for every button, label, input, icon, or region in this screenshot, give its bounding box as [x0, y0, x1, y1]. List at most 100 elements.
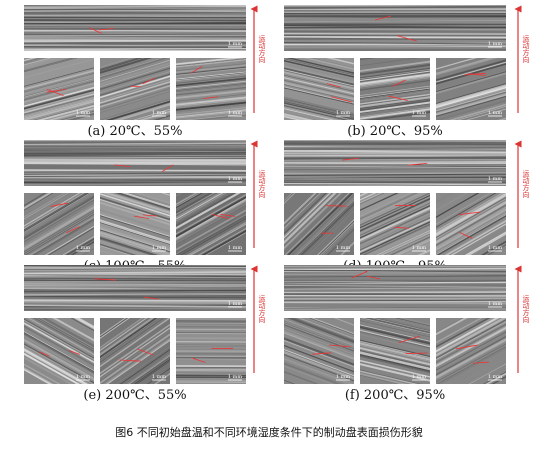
wear-streak: [24, 58, 47, 65]
scale-bar-label: 1 mm: [488, 41, 503, 47]
wear-streak: [100, 221, 170, 245]
wear-streak: [287, 193, 354, 255]
wear-streak: [436, 320, 506, 360]
wear-streak: [176, 109, 246, 118]
wear-streak: [24, 279, 246, 282]
wear-streak: [24, 10, 246, 12]
wear-streak: [284, 59, 354, 78]
wear-streak: [100, 79, 170, 102]
wear-streak: [360, 195, 430, 228]
wear-streak: [24, 193, 75, 224]
wear-streak: [176, 332, 246, 335]
wear-streak: [360, 106, 430, 118]
wear-streak: [24, 356, 74, 384]
wear-streak: [176, 198, 246, 240]
wear-streak: [360, 93, 430, 105]
wear-streak: [176, 348, 246, 350]
wear-streak: [284, 337, 354, 367]
wear-streak: [360, 350, 430, 368]
wear-streak: [24, 163, 246, 166]
wear-streak: [176, 337, 246, 340]
wear-streak: [24, 343, 94, 384]
wear-streak: [176, 193, 183, 197]
wear-streak: [100, 65, 170, 88]
wear-streak: [24, 319, 94, 361]
wear-streak: [176, 321, 246, 323]
wear-streak: [284, 269, 506, 273]
wear-streak: [284, 105, 348, 120]
wear-streak: [24, 14, 246, 18]
wear-streak: [284, 11, 506, 13]
wear-streak: [176, 111, 246, 120]
wear-streak: [24, 287, 246, 291]
wear-streak: [440, 101, 506, 120]
wear-streak: [284, 154, 506, 156]
wear-streak: [436, 212, 506, 254]
wear-streak: [284, 193, 317, 225]
wear-streak: [44, 225, 94, 255]
wear-streak: [24, 82, 94, 103]
wear-streak: [176, 107, 246, 117]
wear-streak: [436, 318, 506, 357]
wear-streak: [284, 86, 354, 105]
wear-streak: [100, 64, 170, 88]
wear-streak: [360, 343, 430, 361]
micrograph: 1 mm: [360, 193, 430, 255]
wear-streak: [24, 39, 246, 43]
wear-streak: [284, 114, 309, 120]
wear-streak: [100, 323, 170, 375]
wear-streak: [299, 201, 354, 255]
wear-streak: [176, 63, 246, 72]
wear-streak: [293, 196, 354, 255]
wear-streak: [24, 271, 246, 275]
wear-streak: [113, 103, 170, 120]
wear-streak: [62, 236, 94, 255]
wear-streak: [304, 206, 354, 255]
wear-streak: [24, 58, 58, 67]
wear-streak: [102, 336, 170, 384]
wear-streak: [284, 371, 319, 384]
wear-streak: [24, 86, 94, 107]
wear-streak: [360, 193, 369, 197]
wear-streak: [100, 62, 170, 86]
wear-streak: [176, 66, 246, 76]
wear-streak: [466, 362, 506, 384]
wear-streak: [176, 193, 241, 230]
wear-streak: [24, 69, 94, 91]
micrograph: 1 mm: [436, 318, 506, 384]
wear-streak: [113, 193, 170, 211]
wear-streak: [176, 332, 246, 334]
wear-streak: [24, 193, 67, 219]
panel-label: (a) 20℃、55%: [87, 124, 182, 139]
wear-streak: [176, 193, 244, 232]
wear-streak: [100, 318, 132, 340]
wear-streak: [284, 12, 506, 15]
annotation-arrow: [342, 157, 360, 161]
wear-streak: [436, 207, 506, 249]
wear-streak: [284, 193, 327, 235]
wear-streak: [360, 98, 430, 109]
wear-streak: [284, 69, 354, 89]
wear-streak: [176, 376, 246, 379]
wear-streak: [24, 158, 246, 161]
annotation-arrow: [220, 213, 236, 217]
wear-streak: [133, 358, 170, 384]
wear-streak: [284, 14, 506, 17]
wear-streak: [284, 99, 354, 117]
wear-streak: [284, 71, 354, 90]
wear-streak: [176, 193, 224, 220]
wear-streak: [296, 199, 354, 255]
wear-streak: [24, 193, 87, 231]
wear-streak: [360, 370, 419, 384]
wear-streak: [100, 73, 170, 96]
wear-streak: [300, 203, 354, 255]
direction-label: 运动方向: [522, 170, 530, 198]
micrograph: 1 mm: [284, 193, 354, 255]
wear-streak: [24, 273, 246, 276]
wear-streak: [24, 156, 246, 159]
wear-streak: [43, 318, 94, 347]
wear-streak: [24, 291, 246, 293]
wear-streak: [176, 322, 246, 324]
wear-streak: [450, 223, 506, 255]
wear-streak: [100, 238, 152, 255]
